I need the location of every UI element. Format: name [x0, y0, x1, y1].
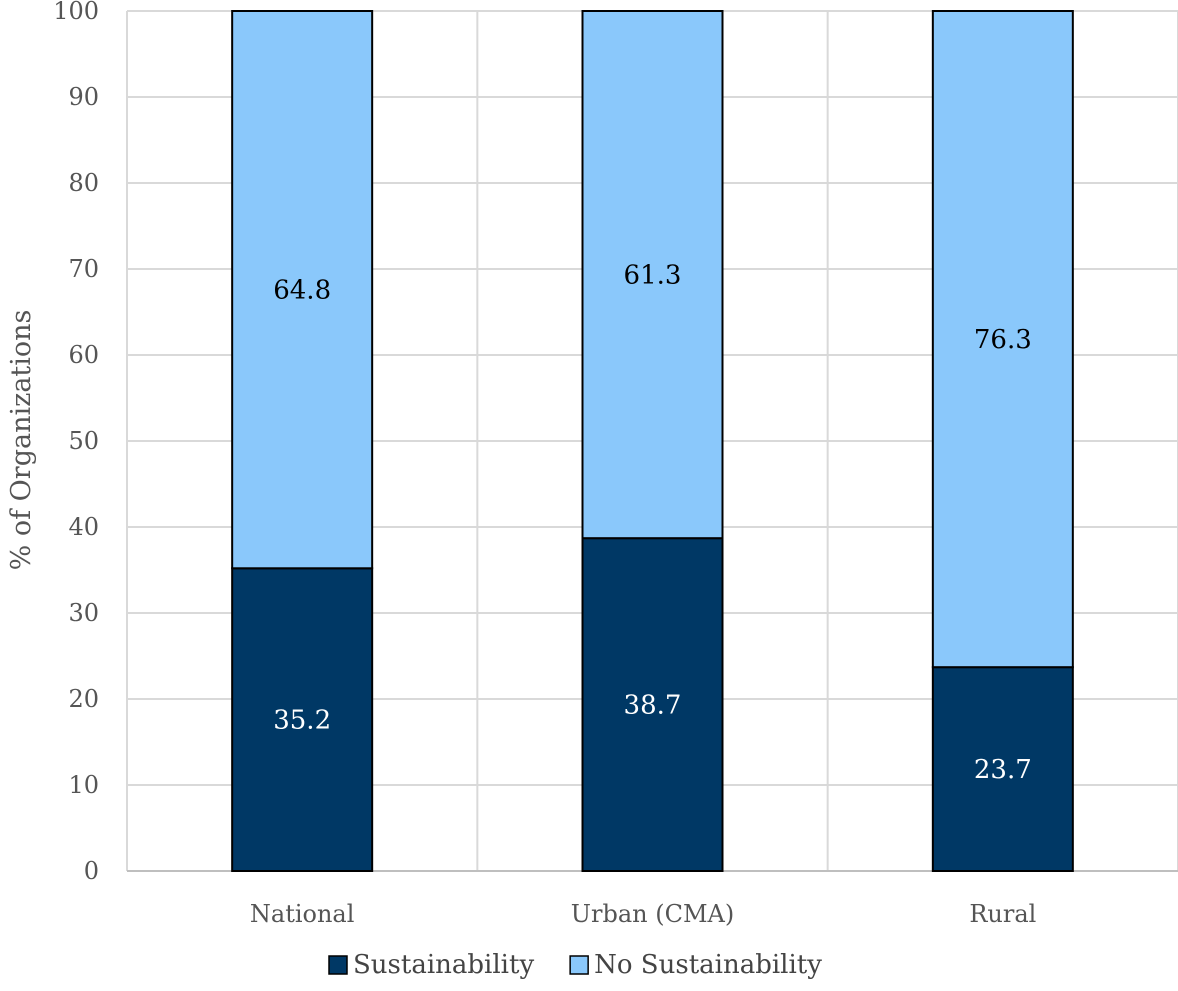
- y-tick-label: 10: [68, 771, 99, 799]
- y-axis-ticks: 0 10 20 30 40 50 60 70 80 90 100: [53, 0, 99, 885]
- y-tick-label: 100: [53, 0, 99, 25]
- data-label: 61.3: [624, 261, 682, 291]
- y-tick-label: 0: [84, 857, 99, 885]
- data-labels: 35.2 64.8 38.7 61.3 23.7 76.3: [273, 261, 1032, 786]
- data-label: 35.2: [273, 706, 331, 736]
- bar-segment: [931, 666, 1074, 872]
- data-label: 38.7: [624, 691, 682, 721]
- data-label: 23.7: [974, 755, 1032, 785]
- x-tick-label: National: [250, 900, 355, 928]
- x-tick-label: Urban (CMA): [571, 900, 734, 928]
- y-tick-label: 40: [68, 513, 99, 541]
- y-tick-label: 80: [68, 169, 99, 197]
- bars: [231, 10, 1074, 873]
- y-axis-title: % of Organizations: [6, 310, 37, 571]
- data-label: 64.8: [273, 276, 331, 306]
- bar-segment: [581, 10, 724, 540]
- y-tick-label: 60: [68, 341, 99, 369]
- bar-segment: [581, 537, 724, 872]
- legend-label: No Sustainability: [594, 950, 822, 980]
- legend-label: Sustainability: [353, 950, 534, 980]
- legend-swatch: [569, 955, 589, 975]
- legend: Sustainability No Sustainability: [328, 950, 822, 980]
- bar-segment: [231, 10, 374, 570]
- y-tick-label: 20: [68, 685, 99, 713]
- x-tick-label: Rural: [969, 900, 1036, 928]
- data-label: 76.3: [974, 325, 1032, 355]
- y-tick-label: 50: [68, 427, 99, 455]
- bar-segment: [231, 567, 374, 873]
- x-axis-ticks: National Urban (CMA) Rural: [250, 900, 1036, 928]
- y-tick-label: 70: [68, 255, 99, 283]
- bar-segment: [931, 10, 1074, 669]
- y-tick-label: 90: [68, 83, 99, 111]
- legend-swatch: [328, 955, 348, 975]
- y-tick-label: 30: [68, 599, 99, 627]
